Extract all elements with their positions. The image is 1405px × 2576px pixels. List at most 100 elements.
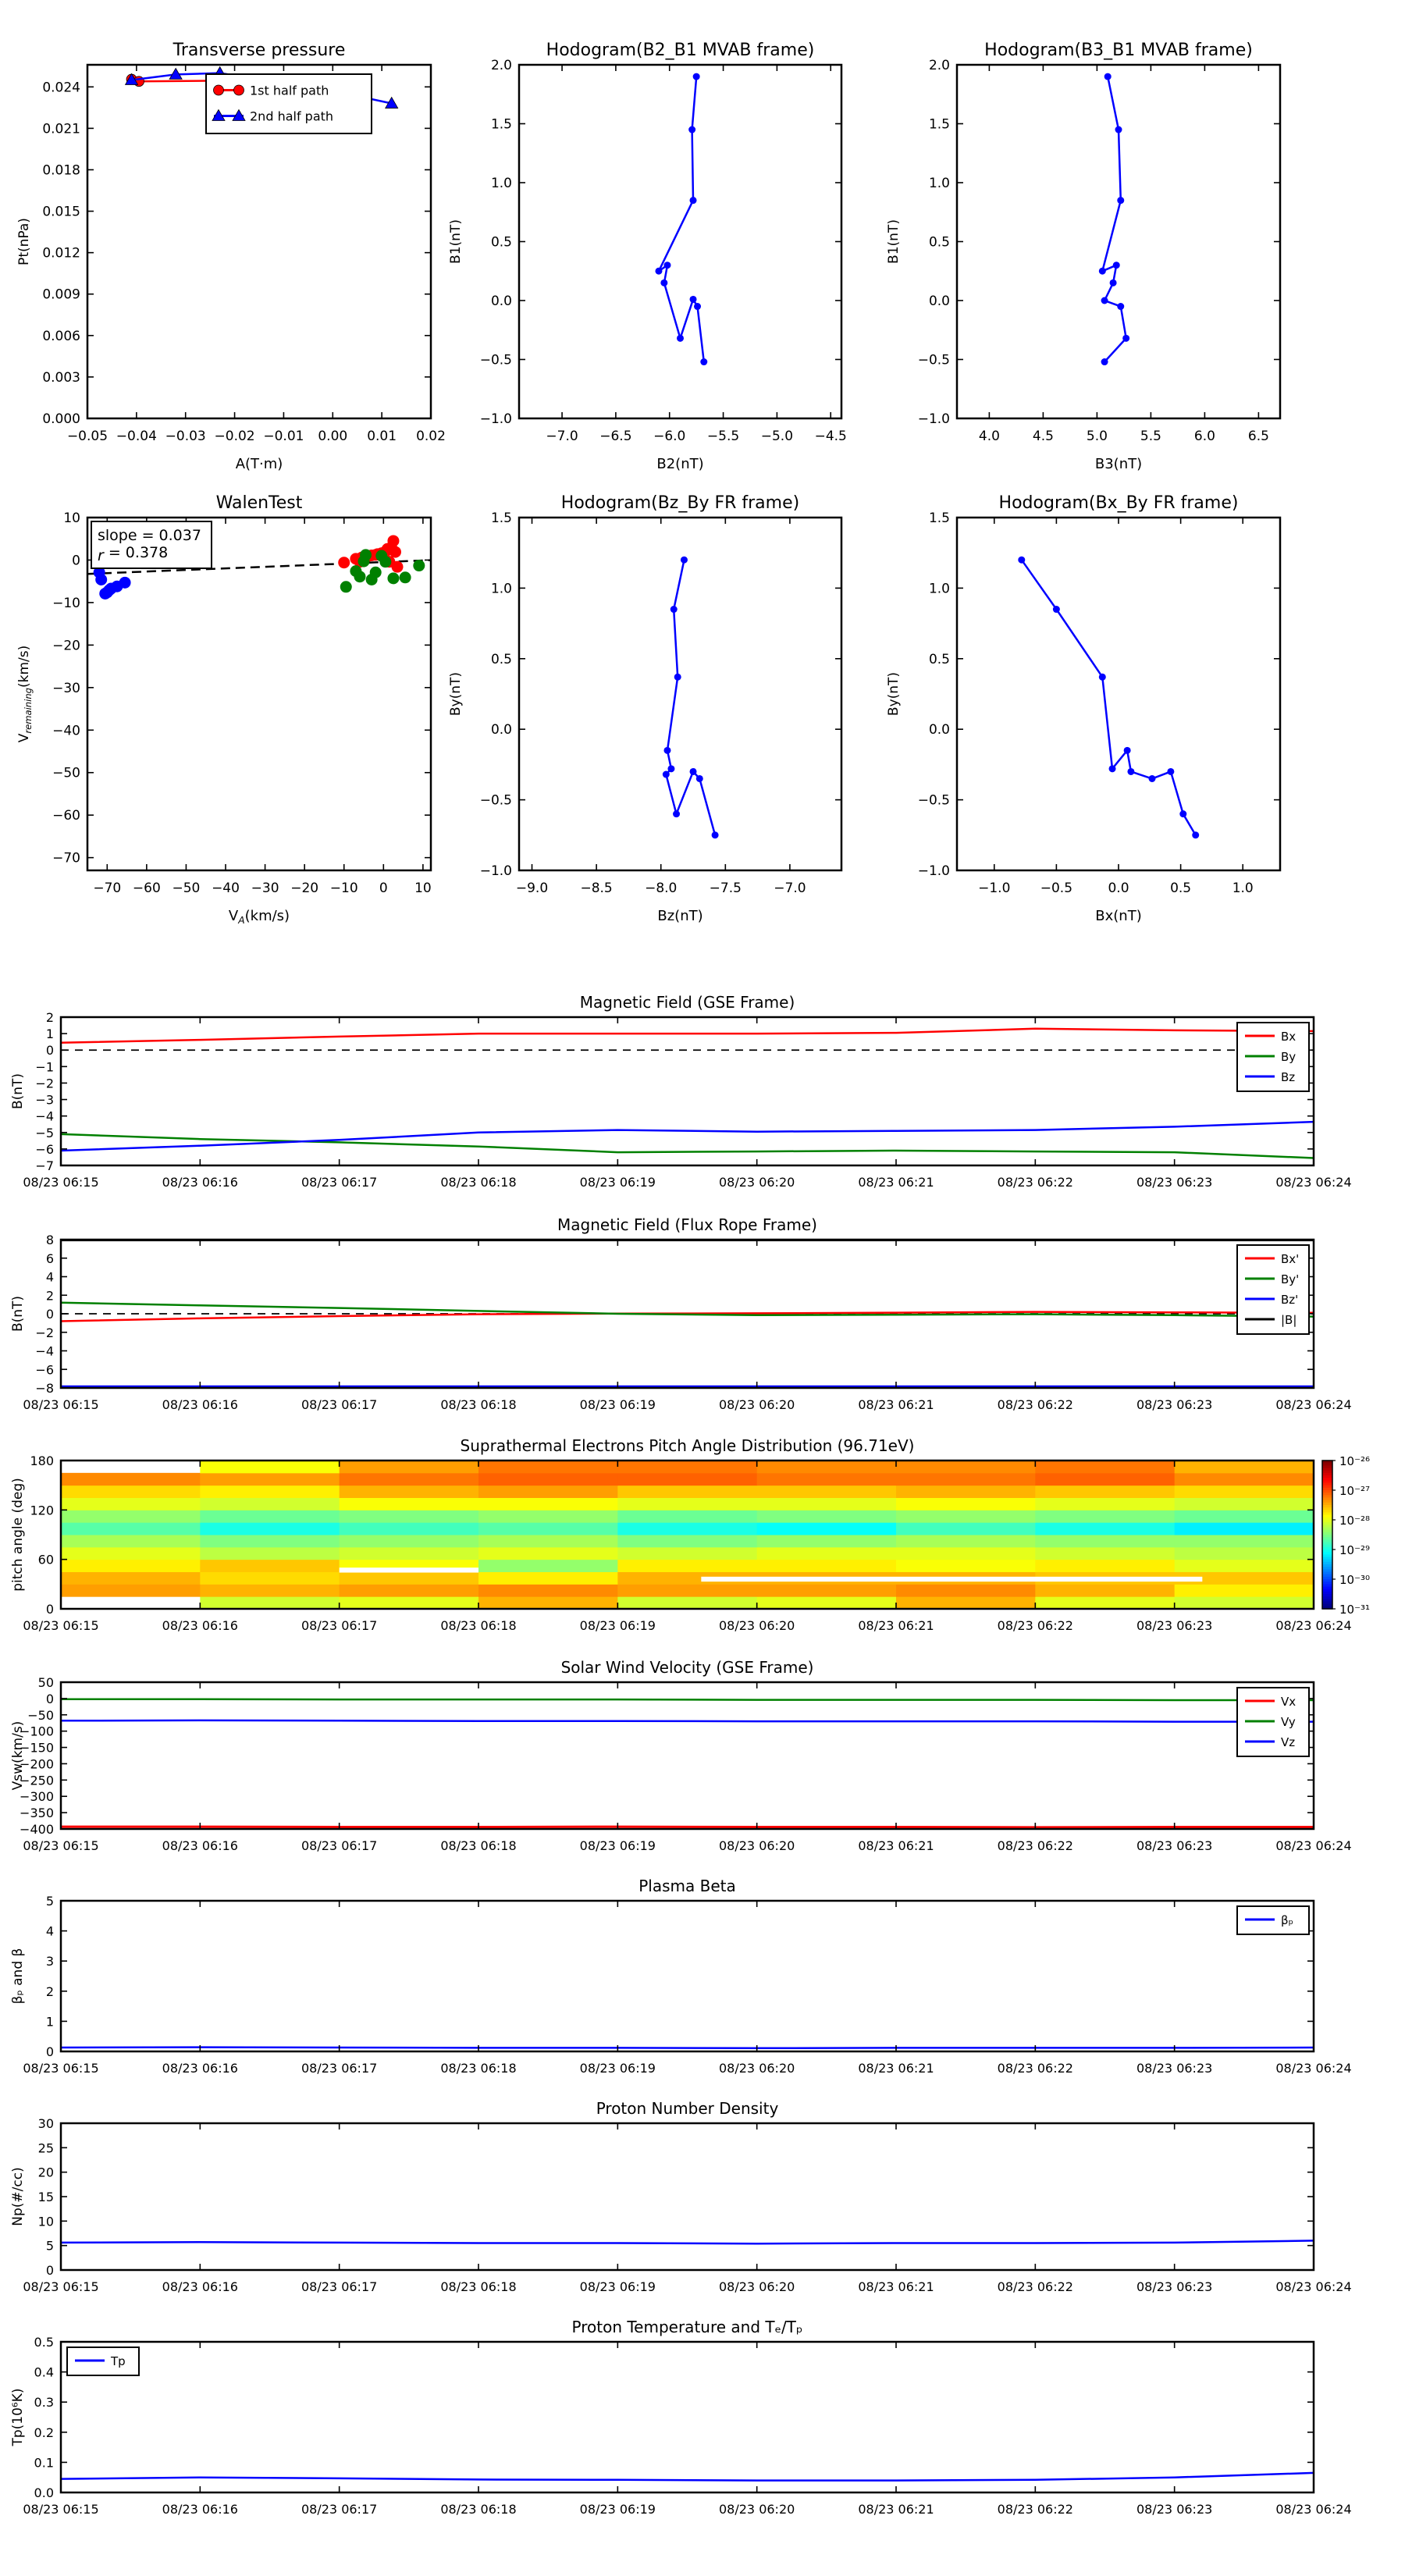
- x-tick-label: 08/23 06:17: [301, 2279, 377, 2294]
- pad-cell: [756, 1584, 897, 1597]
- axes-frame: [518, 516, 843, 872]
- pad-cell: [756, 1522, 897, 1535]
- y-tick-label: −60: [52, 808, 80, 824]
- x-tick-label: 08/23 06:17: [301, 1838, 377, 1853]
- axes-frame: [86, 516, 432, 872]
- series-Bz_By path-markers: [662, 556, 719, 839]
- x-tick-label: −5.0: [761, 429, 793, 444]
- colorbar-tick-label: 10⁻²⁶: [1339, 1454, 1370, 1468]
- y-tick-label: −1.0: [918, 863, 950, 879]
- ts_pad-title: Suprathermal Electrons Pitch Angle Distr…: [461, 1436, 915, 1455]
- y-tick-label: 0: [46, 1043, 54, 1058]
- axes-frame: [59, 2122, 1315, 2272]
- pad-cell: [61, 1522, 201, 1535]
- y-tick-label: −200: [20, 1756, 54, 1771]
- ts_vsw-ylabel: Vsw(km/s): [10, 1721, 26, 1791]
- x-tick-label: −6.0: [653, 429, 685, 444]
- pad-cell: [1174, 1596, 1314, 1610]
- ts_beta-legend: βₚ: [1236, 1905, 1310, 1935]
- y-tick-label: −350: [20, 1806, 54, 1820]
- x-tick-label: 08/23 06:15: [23, 1838, 98, 1853]
- pad-cell: [1174, 1510, 1314, 1523]
- pad-cell: [61, 1535, 201, 1548]
- x-tick-label: −30: [251, 881, 279, 896]
- y-tick-label: 2.0: [491, 58, 512, 73]
- y-tick-label: −40: [52, 723, 80, 738]
- y-tick-label: −300: [20, 1789, 54, 1804]
- x-tick-label: 4.0: [979, 429, 1000, 444]
- y-tick-label: 0.003: [42, 370, 80, 386]
- y-tick-label: 8: [46, 1233, 54, 1247]
- pad-cell: [1174, 1461, 1314, 1474]
- x-tick-label: 08/23 06:22: [998, 2279, 1073, 2294]
- legend-label-βₚ: βₚ: [1281, 1913, 1293, 1927]
- series-B2_B1 path: [656, 76, 706, 362]
- series-Tp: [60, 2471, 1314, 2482]
- hodogram_bzby-xlabel: Bz(nT): [657, 908, 702, 924]
- pad-cell: [617, 1559, 758, 1572]
- colorbar: 10⁻²⁶ 10⁻²⁷ 10⁻²⁸ 10⁻²⁹ 10⁻³⁰ 10⁻³¹: [1321, 1454, 1370, 1617]
- pad-cell: [200, 1559, 340, 1572]
- x-tick-label: 08/23 06:15: [23, 1618, 98, 1633]
- pad-cell: [756, 1546, 897, 1560]
- x-tick-label: −0.03: [165, 429, 206, 444]
- x-tick-label: 08/23 06:15: [23, 2061, 98, 2076]
- y-tick-label: 20: [38, 2165, 54, 2180]
- pad-cell: [1035, 1546, 1176, 1560]
- x-tick-label: 08/23 06:18: [440, 1838, 516, 1853]
- pad-cell: [1174, 1497, 1314, 1510]
- series-Bz: [60, 1120, 1314, 1152]
- pad-cell: [1174, 1546, 1314, 1560]
- pad-cell: [617, 1461, 758, 1474]
- x-tick-label: 08/23 06:24: [1275, 2502, 1351, 2517]
- x-tick-label: −9.0: [516, 881, 548, 896]
- y-tick-label: −2: [35, 1076, 54, 1091]
- ts_vsw-title: Solar Wind Velocity (GSE Frame): [561, 1658, 814, 1677]
- x-tick-label: 4.5: [1033, 429, 1054, 444]
- hodogram_b3b1-xlabel: B3(nT): [1095, 456, 1142, 472]
- pad-cell: [617, 1535, 758, 1548]
- panel-hodogram_b2b1: −7.0 −6.5 −6.0 −5.5 −5.0 −4.5 −1.0 −0.5 0.0 0.5 1.…: [448, 41, 847, 472]
- ts_pad-ylabel: pitch angle (deg): [10, 1478, 26, 1592]
- pad-cell: [756, 1497, 897, 1510]
- pad-cell: [1035, 1522, 1176, 1535]
- pad-cell: [756, 1535, 897, 1548]
- y-tick-label: 0.0: [34, 2485, 54, 2500]
- series-Bx_By path-markers: [1018, 556, 1200, 839]
- x-tick-label: 08/23 06:24: [1275, 1618, 1351, 1633]
- transverse_pressure-title: Transverse pressure: [173, 41, 346, 60]
- pad-cell: [339, 1522, 479, 1535]
- axes-frame: [86, 63, 432, 420]
- y-tick-label: 0.5: [491, 652, 512, 667]
- x-tick-label: 08/23 06:16: [162, 1397, 238, 1412]
- ts_beta-ylabel: βₚ and β: [10, 1948, 26, 2005]
- y-tick-label: 0.0: [929, 722, 950, 738]
- y-tick-label: 50: [38, 1675, 54, 1690]
- series-Bx': [60, 1311, 1314, 1322]
- axes-frame: [59, 1681, 1315, 1831]
- pad-cell: [1174, 1485, 1314, 1498]
- x-tick-label: 08/23 06:19: [580, 1397, 656, 1412]
- pad-cell: [756, 1472, 897, 1486]
- pad-cell: [339, 1485, 479, 1498]
- x-tick-label: 08/23 06:17: [301, 1618, 377, 1633]
- pad-cell: [756, 1596, 897, 1610]
- y-tick-label: 0.3: [34, 2395, 54, 2410]
- y-tick-label: −400: [20, 1822, 54, 1837]
- pad-cell: [200, 1571, 340, 1585]
- pad-cell: [756, 1461, 897, 1474]
- axes-frame: [955, 516, 1282, 872]
- pad-cell: [896, 1472, 1036, 1486]
- x-tick-label: −7.0: [774, 881, 806, 896]
- pad-cell: [756, 1559, 897, 1572]
- pad-cell: [200, 1584, 340, 1597]
- pad-cell: [478, 1535, 618, 1548]
- ts_beta-title: Plasma Beta: [638, 1877, 736, 1895]
- y-tick-label: 0: [46, 1602, 54, 1617]
- panel-ts_mag_fr: 08/23 06:15 08/23 06:16 08/23 06:17 08/23 0…: [10, 1215, 1352, 1412]
- pad-cell: [478, 1472, 618, 1486]
- y-tick-label: 2: [46, 1984, 54, 1999]
- y-tick-label: 4: [46, 1270, 54, 1285]
- x-tick-label: 08/23 06:16: [162, 1838, 238, 1853]
- series-B3_B1 path-markers: [1098, 73, 1130, 366]
